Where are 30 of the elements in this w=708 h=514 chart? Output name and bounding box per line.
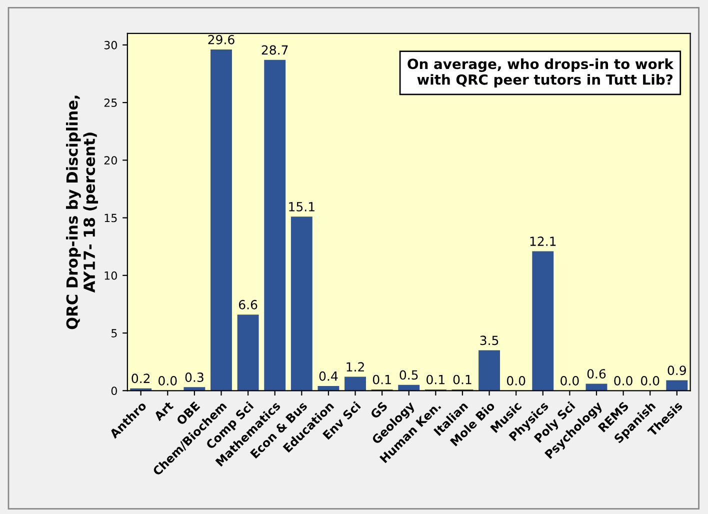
data-label: 0.0 (640, 376, 660, 386)
data-label: 29.6 (208, 34, 234, 44)
y-tick-label: 25 (104, 98, 117, 107)
data-label: 0.1 (453, 374, 472, 384)
data-label: 0.2 (132, 374, 150, 384)
annotation: On average, who drops-in to work with QRC peer tutors in Tutt Lib? (408, 58, 674, 88)
data-label: 0.6 (587, 369, 606, 379)
data-label: 28.7 (262, 45, 288, 55)
y-axis-title: QRC Drop-ins by Discipline, AY17- 18 (percent) (66, 96, 98, 330)
y-tick-label: 30 (104, 40, 117, 50)
data-label: 0.5 (400, 370, 418, 380)
y-tick-label: 10 (104, 271, 117, 280)
y-tick-label: 20 (104, 156, 117, 165)
data-label: 0.0 (158, 376, 177, 386)
data-label: 0.4 (319, 371, 338, 381)
y-tick-label: 5 (112, 329, 117, 338)
y-tick-label: 0 (111, 386, 117, 396)
data-label: 12.1 (530, 236, 556, 246)
data-label: 0.1 (426, 374, 444, 384)
data-label: 0.3 (185, 372, 204, 382)
data-label: 0.1 (372, 374, 391, 384)
data-label: 3.5 (480, 336, 498, 346)
data-label: 0.0 (560, 376, 579, 386)
data-label: 0.9 (668, 366, 686, 376)
data-label: 0.0 (506, 376, 526, 386)
y-tick-label: 15 (104, 214, 117, 222)
data-label: 15.1 (289, 202, 314, 212)
data-label: 0.0 (614, 376, 632, 386)
data-label: 6.6 (238, 300, 258, 310)
data-label: 1.2 (346, 362, 364, 372)
